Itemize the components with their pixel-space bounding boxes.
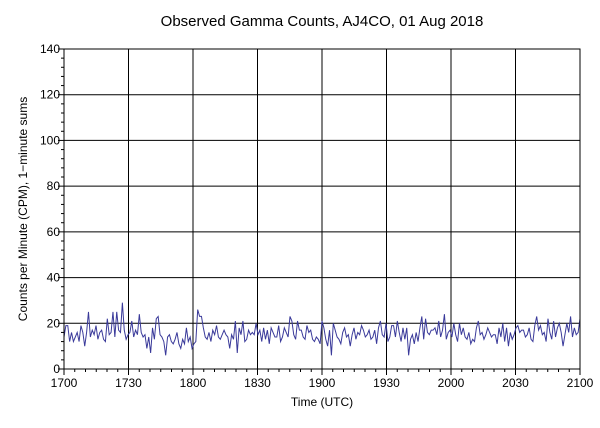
- x-tick-label: 2100: [567, 376, 594, 390]
- y-tick-label: 80: [47, 179, 61, 193]
- x-tick-labels: 1700 1730 1800 1830 1900 1930 2000 2030 2100: [51, 376, 594, 390]
- y-tick-label: 120: [40, 88, 60, 102]
- x-tick-label: 1930: [373, 376, 400, 390]
- y-tick-label: 20: [47, 316, 61, 330]
- x-tick-label: 2000: [438, 376, 465, 390]
- y-tick-label: 0: [53, 362, 60, 376]
- series-line-gamma-counts: [63, 302, 581, 356]
- y-tick-label: 140: [40, 42, 60, 56]
- x-tick-label: 2030: [502, 376, 529, 390]
- x-tick-label: 1700: [51, 376, 78, 390]
- x-tick-label: 1900: [309, 376, 336, 390]
- x-tick-label: 1730: [115, 376, 142, 390]
- x-tick-label: 1830: [244, 376, 271, 390]
- plot-frame: [63, 48, 581, 370]
- y-tick-label: 60: [47, 225, 61, 239]
- grid-lines: [64, 49, 580, 369]
- y-tick-labels: 0 20 40 60 80 100 120 140: [40, 42, 60, 376]
- y-axis-label: Counts per Minute (CPM), 1−minute sums: [16, 97, 30, 321]
- y-tick-label: 40: [47, 271, 61, 285]
- x-axis-label: Time (UTC): [291, 395, 353, 409]
- axis-ticks: [58, 48, 581, 375]
- x-tick-label: 1800: [180, 376, 207, 390]
- chart-title: Observed Gamma Counts, AJ4CO, 01 Aug 201…: [161, 13, 484, 30]
- y-tick-label: 100: [40, 133, 60, 147]
